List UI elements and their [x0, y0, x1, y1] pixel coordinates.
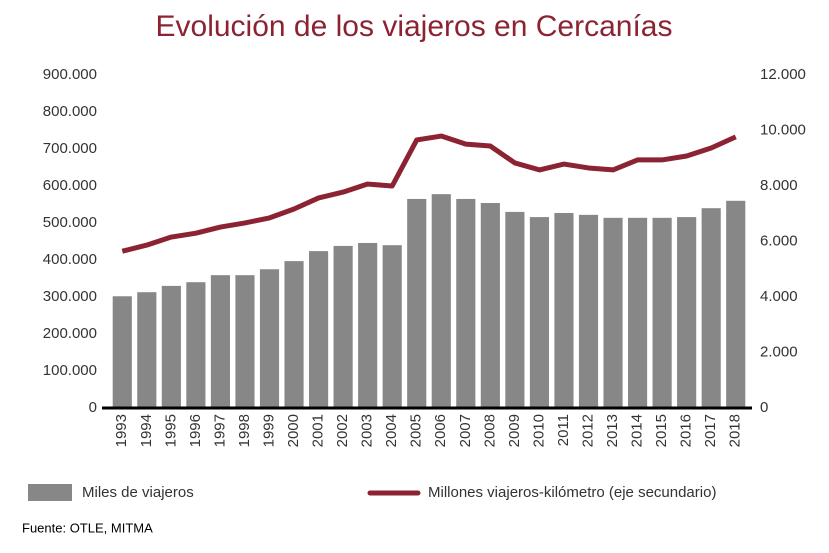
x-tick-label: 2018 [727, 414, 744, 447]
legend-swatch [28, 484, 72, 501]
chart-title: Evolución de los viajeros en Cercanías [156, 10, 673, 43]
y2-tick-label: 12.000 [760, 66, 806, 83]
bar [186, 282, 206, 408]
x-tick-label: 2011 [555, 414, 572, 446]
x-tick-label: 2006 [432, 414, 449, 447]
y-tick-label: 600.000 [43, 177, 97, 194]
x-tick-label: 2000 [285, 414, 302, 447]
x-tick-label: 2009 [506, 414, 523, 447]
x-tick-label: 2003 [359, 414, 376, 447]
x-tick-label: 2004 [383, 414, 400, 447]
bar [137, 292, 157, 408]
bar [431, 194, 451, 408]
legend-label: Miles de viajeros [82, 484, 194, 501]
bar [677, 217, 697, 408]
bar [235, 275, 255, 408]
y-tick-label: 200.000 [43, 325, 97, 342]
y-tick-label: 100.000 [43, 362, 97, 379]
x-tick-label: 1996 [187, 414, 204, 447]
x-tick-label: 2001 [310, 414, 327, 447]
y-tick-label: 300.000 [43, 288, 97, 305]
bar [554, 213, 574, 408]
y-tick-label: 400.000 [43, 251, 97, 268]
bar [529, 217, 549, 408]
bar [578, 214, 599, 408]
x-tick-label: 1993 [113, 414, 130, 447]
y-tick-label: 500.000 [43, 214, 97, 231]
bar [284, 261, 304, 408]
bar [210, 275, 230, 408]
x-tick-label: 2002 [334, 414, 351, 447]
bar [701, 208, 721, 408]
bar [603, 217, 623, 408]
x-tick-label: 2017 [702, 414, 719, 447]
bar [652, 217, 672, 408]
x-tick-label: 2007 [457, 414, 474, 447]
bar [382, 245, 402, 408]
bar [112, 296, 132, 408]
x-tick-label: 1995 [162, 414, 179, 447]
bar [407, 198, 427, 408]
x-tick-label: 2015 [653, 414, 670, 447]
y2-tick-label: 6.000 [760, 232, 798, 249]
x-tick-label: 2008 [481, 414, 498, 447]
line [121, 133, 737, 254]
x-tick-label: 2005 [408, 414, 425, 447]
x-tick-label: 1997 [211, 414, 228, 447]
source: Fuente: OTLE, MITMA [22, 520, 153, 535]
x-tick-label: 2013 [604, 414, 621, 447]
y2-tick-label: 4.000 [760, 288, 798, 305]
bar [259, 269, 280, 408]
x-tick-label: 1998 [236, 414, 253, 447]
x-tick-label: 2014 [629, 414, 646, 447]
y-tick-label: 800.000 [43, 103, 97, 120]
y2-tick-label: 0 [760, 399, 768, 416]
y2-tick-label: 8.000 [760, 177, 798, 194]
x-tick-label: 2010 [530, 414, 547, 447]
bar [358, 242, 378, 408]
y-tick-label: 700.000 [43, 140, 97, 157]
y2-tick-label: 10.000 [760, 121, 806, 138]
x-tick-label: 2012 [579, 414, 596, 447]
y-tick-label: 0 [89, 399, 97, 416]
x-tick-label: 1994 [138, 414, 155, 447]
legend-label: Millones viajeros-kilómetro (eje secunda… [428, 484, 716, 501]
y2-tick-label: 2.000 [760, 343, 798, 360]
bar [456, 198, 476, 408]
bar [628, 217, 648, 408]
bar [505, 211, 525, 408]
bar [726, 200, 746, 408]
bar [161, 285, 181, 408]
x-tick-label: 2016 [678, 414, 695, 447]
bar [480, 203, 500, 408]
bar [333, 245, 353, 408]
y-tick-label: 900.000 [43, 66, 97, 83]
bar [309, 251, 329, 408]
x-tick-label: 1999 [260, 414, 277, 447]
